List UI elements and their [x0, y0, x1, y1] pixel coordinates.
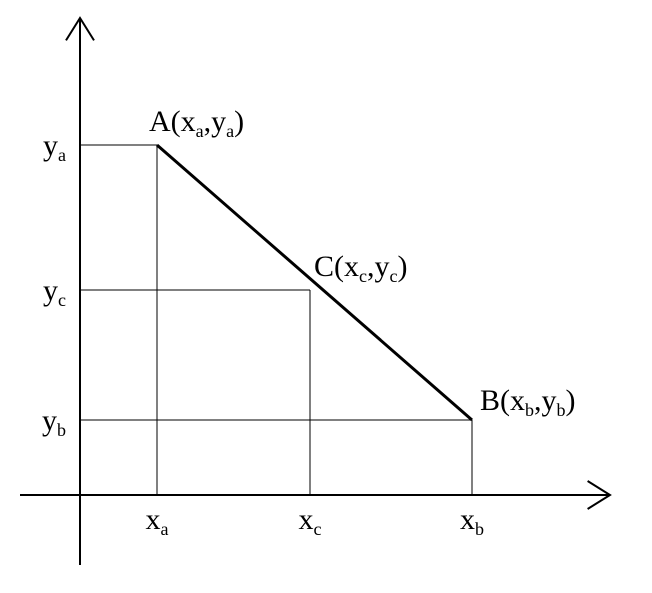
coordinate-diagram: A(xa,ya)C(xc,yc)B(xb,yb)xaxcxbyaycyb [0, 0, 652, 593]
